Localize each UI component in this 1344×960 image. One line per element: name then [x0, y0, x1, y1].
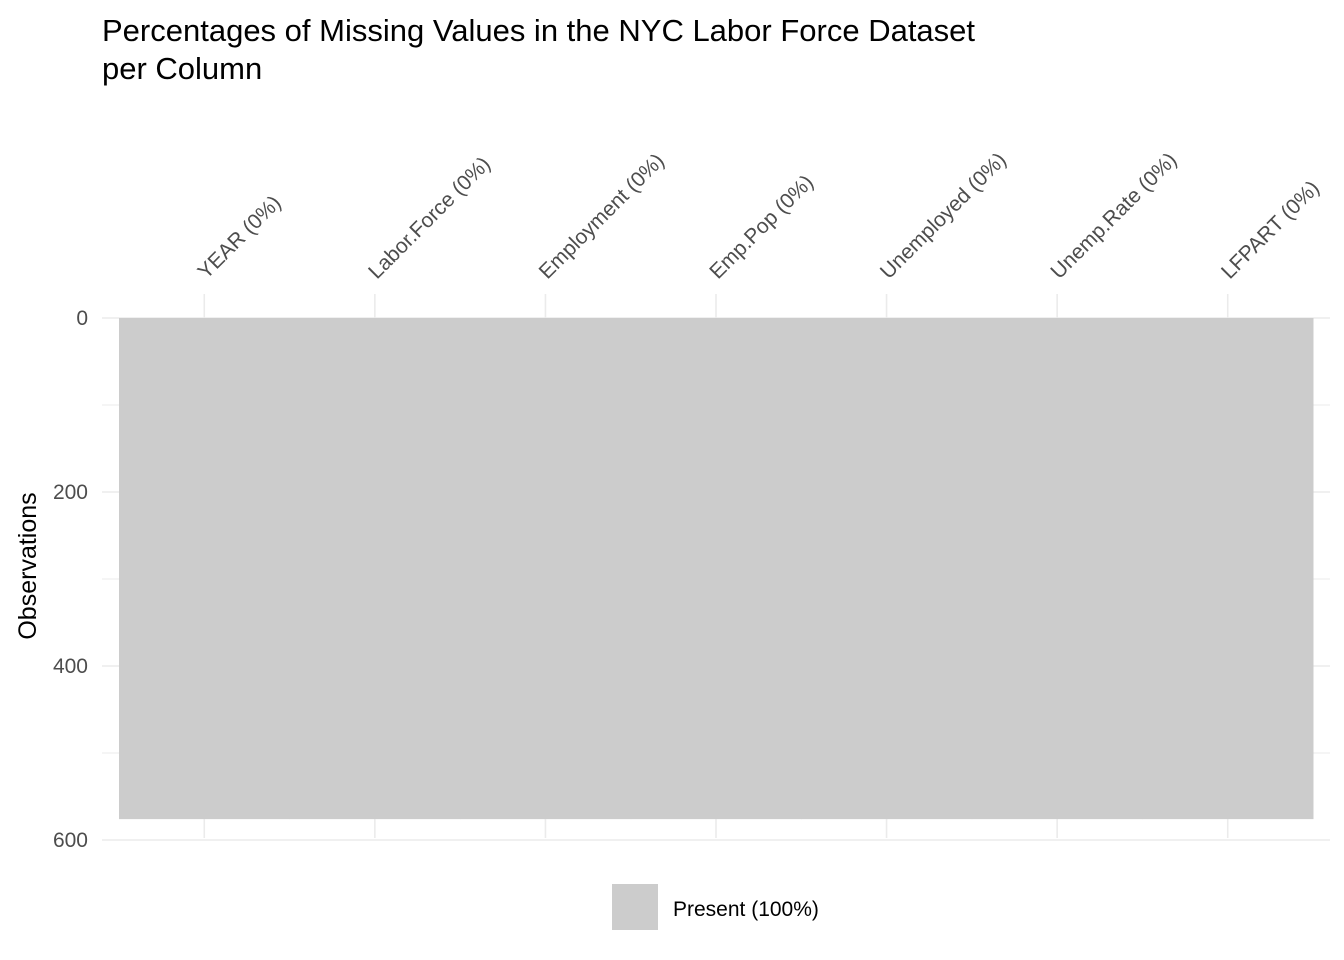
y-tick-label: 600	[53, 829, 88, 852]
column-present-block	[630, 318, 802, 820]
column-present-block	[460, 318, 632, 820]
x-tick-label: YEAR (0%)	[194, 191, 286, 283]
data-area	[119, 318, 1314, 820]
column-present-block	[119, 318, 291, 820]
x-tick-label: Emp.Pop (0%)	[705, 171, 818, 284]
legend: Present (100%)	[612, 884, 819, 930]
x-tick-label: LFPART (0%)	[1217, 176, 1324, 283]
column-present-block	[971, 318, 1143, 820]
y-tick-label: 400	[53, 655, 88, 678]
chart-title-line-2: per Column	[102, 51, 262, 86]
column-present-block	[1142, 318, 1314, 820]
y-axis-ticks: 0 200 400 600	[53, 307, 88, 852]
legend-label-present: Present (100%)	[673, 898, 819, 921]
legend-key-present	[612, 884, 658, 930]
x-axis-ticks: YEAR (0%) Labor.Force (0%) Employment (0%)…	[194, 148, 1324, 283]
y-tick-label: 200	[53, 481, 88, 504]
y-tick-label: 0	[76, 307, 88, 330]
x-tick-label: Employment (0%)	[535, 149, 669, 283]
x-tick-label: Unemployed (0%)	[876, 148, 1011, 283]
x-tick-label: Unemp.Rate (0%)	[1046, 148, 1181, 283]
column-present-block	[801, 318, 973, 820]
column-present-block	[289, 318, 461, 820]
y-axis-title: Observations	[14, 492, 42, 639]
chart-title-line-1: Percentages of Missing Values in the NYC…	[102, 13, 975, 48]
x-tick-label: Labor.Force (0%)	[364, 153, 495, 284]
